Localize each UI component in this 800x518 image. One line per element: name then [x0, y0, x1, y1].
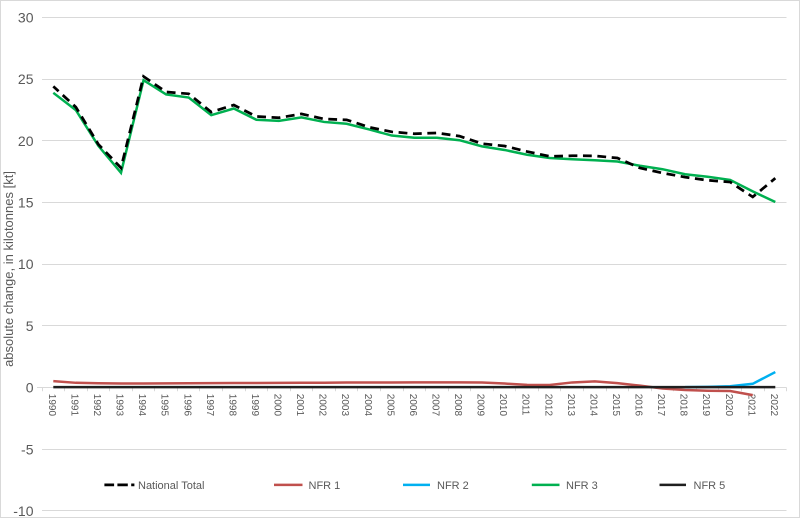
svg-text:1994: 1994 [136, 394, 147, 417]
svg-text:30: 30 [18, 9, 34, 25]
svg-text:5: 5 [26, 318, 34, 334]
svg-text:2016: 2016 [633, 394, 644, 417]
svg-text:2017: 2017 [655, 394, 666, 417]
svg-text:20: 20 [18, 133, 34, 149]
svg-text:2015: 2015 [610, 394, 621, 417]
svg-text:2022: 2022 [768, 394, 779, 417]
svg-text:NFR 2: NFR 2 [437, 480, 469, 492]
svg-text:2010: 2010 [497, 394, 508, 417]
svg-text:2019: 2019 [700, 394, 711, 417]
svg-text:1990: 1990 [46, 394, 57, 417]
svg-text:2018: 2018 [678, 394, 689, 417]
svg-text:2005: 2005 [384, 394, 395, 417]
svg-text:1993: 1993 [114, 394, 125, 417]
svg-text:1996: 1996 [181, 394, 192, 417]
svg-text:2012: 2012 [542, 394, 553, 417]
svg-text:1999: 1999 [249, 394, 260, 417]
svg-text:10: 10 [18, 256, 34, 272]
svg-text:1991: 1991 [68, 394, 79, 417]
svg-text:0: 0 [26, 380, 34, 396]
svg-text:15: 15 [18, 195, 34, 211]
svg-text:25: 25 [18, 71, 34, 87]
svg-text:1995: 1995 [159, 394, 170, 417]
svg-text:National Total: National Total [138, 480, 204, 492]
svg-text:2000: 2000 [272, 394, 283, 417]
svg-text:-10: -10 [13, 503, 33, 518]
svg-text:NFR 3: NFR 3 [566, 480, 598, 492]
svg-text:2003: 2003 [339, 394, 350, 417]
svg-text:1998: 1998 [226, 394, 237, 417]
svg-text:2001: 2001 [294, 394, 305, 417]
svg-text:2014: 2014 [587, 394, 598, 417]
svg-text:2002: 2002 [317, 394, 328, 417]
svg-text:2008: 2008 [452, 394, 463, 417]
svg-text:2013: 2013 [565, 394, 576, 417]
svg-text:2020: 2020 [723, 394, 734, 417]
svg-text:2009: 2009 [475, 394, 486, 417]
svg-text:1997: 1997 [204, 394, 215, 417]
svg-text:2011: 2011 [520, 394, 531, 416]
svg-text:NFR 5: NFR 5 [694, 480, 726, 492]
svg-text:1992: 1992 [91, 394, 102, 417]
svg-text:2004: 2004 [362, 394, 373, 417]
svg-text:NFR 1: NFR 1 [309, 480, 341, 492]
svg-text:2006: 2006 [407, 394, 418, 417]
svg-text:-5: -5 [21, 441, 34, 457]
svg-text:2021: 2021 [745, 394, 756, 417]
svg-text:2007: 2007 [429, 394, 440, 417]
svg-text:absolute change, in kilotonnes: absolute change, in kilotonnes [kt] [1, 171, 16, 367]
